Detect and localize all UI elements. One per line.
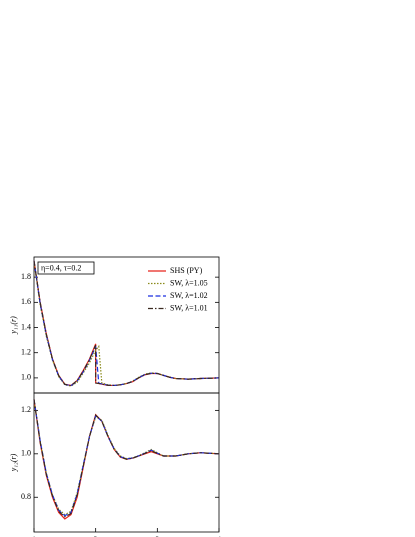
series-line	[33, 399, 220, 518]
series-line	[33, 399, 220, 516]
series-line	[33, 260, 220, 387]
y-tick-label: 1.4	[21, 322, 31, 331]
y-tick-label: 1.0	[21, 449, 31, 458]
x-tick-label: 3	[155, 535, 159, 537]
series-line	[33, 399, 220, 517]
legend-label: SW, λ=1.05	[170, 278, 208, 287]
annotation: η=0.4, τ=0.2	[41, 263, 81, 272]
x-tick-label: 2	[94, 535, 98, 537]
y-axis-label: y₁₁(r)	[9, 316, 18, 335]
legend-label: SW, λ=1.02	[170, 291, 208, 300]
x-tick-label: 1	[32, 535, 36, 537]
legend-label: SHS (PY)	[170, 266, 203, 275]
y-tick-label: 1.2	[21, 348, 31, 357]
y-tick-label: 1.6	[21, 297, 31, 306]
y-tick-label: 1.2	[21, 405, 31, 414]
x-tick-label: 4	[217, 535, 221, 537]
annotation-box	[37, 261, 95, 275]
y-tick-label: 0.8	[21, 492, 31, 501]
legend-label: SW, λ=1.01	[170, 303, 208, 312]
plot-frame	[33, 392, 220, 533]
y-axis-label: y₁₂(r)	[9, 453, 18, 472]
y-tick-label: 1.8	[21, 272, 31, 281]
y-tick-label: 1.0	[21, 373, 31, 382]
